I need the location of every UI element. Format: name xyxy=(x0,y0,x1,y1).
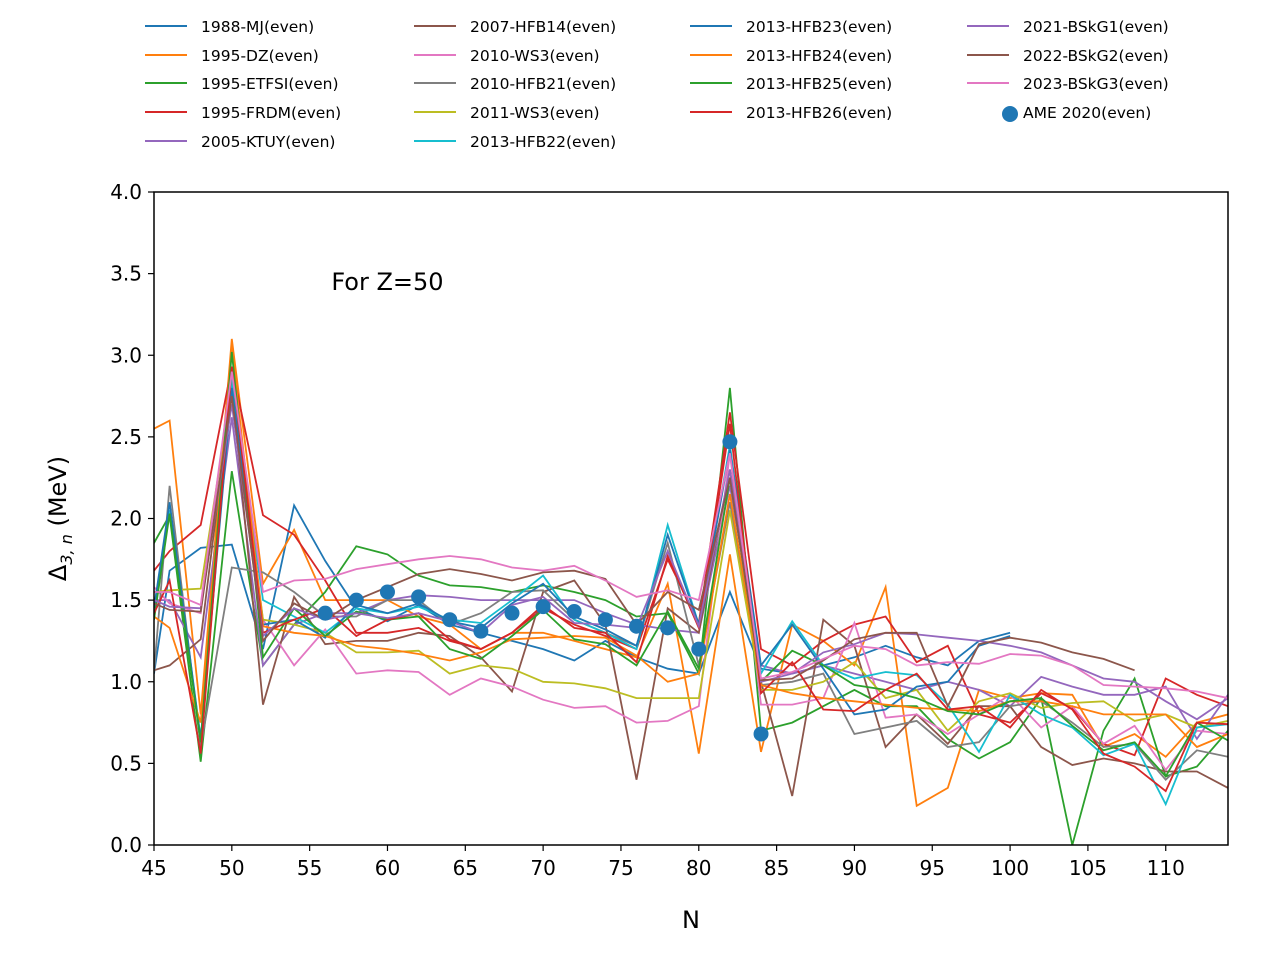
series-line-6 xyxy=(154,371,1228,772)
legend-label: 2013-HFB23(even) xyxy=(746,18,892,36)
y-tick-label: 1.5 xyxy=(110,588,142,612)
series-line-2 xyxy=(154,387,1228,845)
x-tick-label: 105 xyxy=(1069,856,1107,880)
series-line-12 xyxy=(154,351,1228,778)
data-point xyxy=(379,584,395,600)
plot-frame xyxy=(153,191,1229,846)
legend-entry: 1995-ETFSI(even) xyxy=(145,75,339,93)
x-tick-label: 60 xyxy=(375,856,400,880)
legend-label: 2013-HFB26(even) xyxy=(746,104,892,122)
annotation: For Z=50 xyxy=(331,268,443,296)
x-tick-label: 95 xyxy=(920,856,945,880)
data-point xyxy=(473,623,489,639)
legend-label: 1988-MJ(even) xyxy=(201,18,314,36)
series-line-9 xyxy=(154,379,1228,807)
legend: 1988-MJ(even) 1995-DZ(even) 1995-ETFSI(eve… xyxy=(145,18,1169,151)
legend-marker xyxy=(1002,106,1018,122)
series-line-16 xyxy=(154,371,1228,699)
y-tick-label: 1.0 xyxy=(110,670,142,694)
data-point xyxy=(411,589,427,605)
x-axis-label: N xyxy=(682,906,700,934)
legend-entry: 2007-HFB14(even) xyxy=(414,18,616,36)
legend-entry: 2013-HFB22(even) xyxy=(414,133,616,151)
legend-entry: 2013-HFB23(even) xyxy=(690,18,892,36)
legend-entry: 2010-HFB21(even) xyxy=(414,75,616,93)
y-tick-label: 4.0 xyxy=(110,180,142,204)
data-point xyxy=(660,620,676,636)
legend-entry: 2021-BSkG1(even) xyxy=(967,18,1169,36)
legend-entry: 2005-KTUY(even) xyxy=(145,133,335,151)
legend-label: 2007-HFB14(even) xyxy=(470,18,616,36)
x-tick-label: 55 xyxy=(297,856,322,880)
legend-entry: 1995-FRDM(even) xyxy=(145,104,341,122)
series-line-5 xyxy=(154,387,1228,797)
series-line-1 xyxy=(154,338,1228,808)
x-axis-ticks: 45 50 55 60 65 70 75 80 85 90 95 100 105 110 xyxy=(141,845,1185,880)
legend-label: 2013-HFB22(even) xyxy=(470,133,616,151)
y-axis-label-main: Δ xyxy=(44,564,72,581)
data-point xyxy=(317,605,333,621)
data-point xyxy=(753,726,769,742)
legend-label: 1995-FRDM(even) xyxy=(201,104,341,122)
legend-label: 2022-BSkG2(even) xyxy=(1023,47,1169,65)
legend-entry: 2010-WS3(even) xyxy=(414,47,600,65)
y-axis-label: Δ3, n (MeV) xyxy=(44,456,76,581)
y-tick-label: 3.0 xyxy=(110,343,142,367)
x-tick-label: 45 xyxy=(141,856,166,880)
y-tick-label: 2.5 xyxy=(110,425,142,449)
y-tick-label: 2.0 xyxy=(110,507,142,531)
y-axis-ticks: 0.0 0.5 1.0 1.5 2.0 2.5 3.0 3.5 4.0 xyxy=(110,180,154,857)
legend-entry: 2022-BSkG2(even) xyxy=(967,47,1169,65)
x-tick-label: 65 xyxy=(453,856,478,880)
y-tick-label: 3.5 xyxy=(110,262,142,286)
legend-entry: 2013-HFB24(even) xyxy=(690,47,892,65)
data-point xyxy=(504,605,520,621)
x-tick-label: 110 xyxy=(1147,856,1185,880)
legend-entry: 2013-HFB26(even) xyxy=(690,104,892,122)
legend-label: 2005-KTUY(even) xyxy=(201,133,335,151)
data-point xyxy=(722,434,738,450)
scatter-points xyxy=(317,434,769,742)
data-point xyxy=(597,612,613,628)
legend-label: 2011-WS3(even) xyxy=(470,104,600,122)
legend-entry: AME 2020(even) xyxy=(1002,104,1151,122)
legend-label: 2010-WS3(even) xyxy=(470,47,600,65)
data-point xyxy=(535,599,551,615)
legend-entry: 2023-BSkG3(even) xyxy=(967,75,1169,93)
x-tick-label: 80 xyxy=(686,856,711,880)
y-axis-label-unit: (MeV) xyxy=(44,456,72,534)
data-point xyxy=(442,612,458,628)
legend-label: 2010-HFB21(even) xyxy=(470,75,616,93)
series-line-8 xyxy=(154,387,1228,733)
legend-entry: 2011-WS3(even) xyxy=(414,104,600,122)
x-tick-label: 75 xyxy=(608,856,633,880)
legend-label: 2013-HFB25(even) xyxy=(746,75,892,93)
legend-label: 1995-ETFSI(even) xyxy=(201,75,339,93)
y-axis-label-sub: 3, n xyxy=(57,534,76,565)
data-point xyxy=(566,604,582,620)
legend-label: 2013-HFB24(even) xyxy=(746,47,892,65)
legend-label: AME 2020(even) xyxy=(1023,104,1151,122)
x-tick-label: 90 xyxy=(842,856,867,880)
plot-area xyxy=(154,338,1228,845)
series-line-11 xyxy=(154,347,1228,749)
legend-entry: 2013-HFB25(even) xyxy=(690,75,892,93)
x-tick-label: 85 xyxy=(764,856,789,880)
y-tick-label: 0.5 xyxy=(110,751,142,775)
data-point xyxy=(691,641,707,657)
x-tick-label: 70 xyxy=(530,856,555,880)
x-tick-label: 100 xyxy=(991,856,1029,880)
legend-entry: 1995-DZ(even) xyxy=(145,47,319,65)
y-tick-label: 0.0 xyxy=(110,833,142,857)
data-point xyxy=(629,618,645,634)
legend-label: 2021-BSkG1(even) xyxy=(1023,18,1169,36)
legend-label: 2023-BSkG3(even) xyxy=(1023,75,1169,93)
legend-entry: 1988-MJ(even) xyxy=(145,18,314,36)
legend-label: 1995-DZ(even) xyxy=(201,47,319,65)
series-line-3 xyxy=(154,366,1228,757)
data-point xyxy=(348,592,364,608)
x-tick-label: 50 xyxy=(219,856,244,880)
